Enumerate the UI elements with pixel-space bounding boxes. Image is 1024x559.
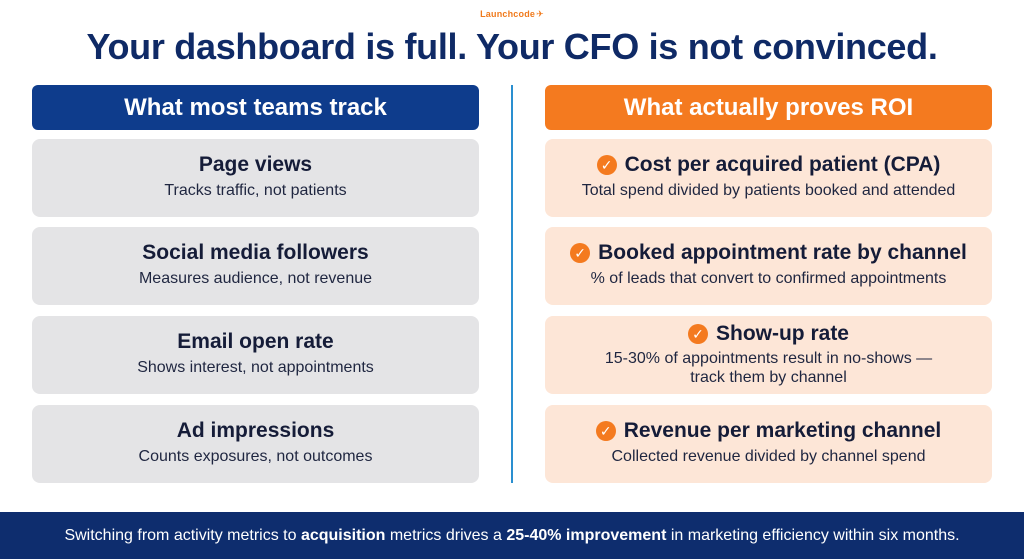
vanity-metric-card-email-open-rate: Email open rate Shows interest, not appo…: [32, 316, 479, 394]
brand-logo: Launchcode✈: [0, 9, 1024, 20]
card-title: Page views: [198, 153, 313, 176]
footer-bold-acquisition: acquisition: [300, 527, 386, 544]
paper-plane-icon: ✈: [536, 9, 544, 19]
check-circle-icon: ✓: [687, 324, 708, 344]
left-column-header: What most teams track: [32, 85, 479, 130]
card-title: Social media followers: [142, 241, 369, 264]
card-title: Ad impressions: [176, 419, 335, 442]
card-title-row: ✓ Show-up rate: [545, 322, 992, 346]
check-circle-icon: ✓: [596, 155, 617, 175]
card-title-row: ✓ Cost per acquired patient (CPA): [545, 153, 992, 177]
card-title-row: ✓ Booked appointment rate by channel: [545, 241, 992, 265]
footer-banner: Switching from activity metrics to acqui…: [0, 512, 1024, 559]
card-subtitle: % of leads that convert to confirmed app…: [590, 270, 947, 287]
roi-metric-card-booked-rate: ✓ Booked appointment rate by channel % o…: [545, 227, 992, 305]
column-divider: [511, 85, 513, 483]
card-title: Booked appointment rate by channel: [598, 241, 967, 264]
card-title: Email open rate: [177, 330, 334, 353]
card-subtitle: Total spend divided by patients booked a…: [581, 182, 956, 199]
footer-text-part1: Switching from activity metrics to: [64, 527, 301, 544]
brand-name: Launchcode: [480, 9, 536, 19]
footer-bold-improvement: 25-40% improvement: [506, 527, 667, 544]
card-subtitle: Measures audience, not revenue: [138, 270, 373, 287]
footer-text-part3: in marketing efficiency within six month…: [666, 527, 960, 544]
card-title: Cost per acquired patient (CPA): [624, 153, 941, 176]
page-title: Your dashboard is full. Your CFO is not …: [86, 26, 938, 67]
check-circle-icon: ✓: [595, 421, 616, 441]
roi-metric-card-revenue-per-channel: ✓ Revenue per marketing channel Collecte…: [545, 405, 992, 483]
vanity-metric-card-social-followers: Social media followers Measures audience…: [32, 227, 479, 305]
card-title: Revenue per marketing channel: [623, 419, 942, 442]
card-subtitle: Collected revenue divided by channel spe…: [611, 448, 926, 465]
card-title-row: ✓ Revenue per marketing channel: [545, 419, 992, 443]
check-circle-icon: ✓: [570, 243, 591, 263]
roi-metric-card-cpa: ✓ Cost per acquired patient (CPA) Total …: [545, 139, 992, 217]
card-subtitle: Counts exposures, not outcomes: [138, 448, 373, 465]
right-column-header: What actually proves ROI: [545, 85, 992, 130]
card-subtitle: Shows interest, not appointments: [137, 359, 374, 376]
card-title: Show-up rate: [715, 322, 849, 345]
vanity-metric-card-page-views: Page views Tracks traffic, not patients: [32, 139, 479, 217]
footer-text-part2: metrics drives a: [385, 527, 507, 544]
roi-metric-card-show-up-rate: ✓ Show-up rate 15-30% of appointments re…: [545, 316, 992, 394]
card-subtitle-line2: track them by channel: [690, 369, 847, 386]
vanity-metric-card-ad-impressions: Ad impressions Counts exposures, not out…: [32, 405, 479, 483]
card-subtitle: Tracks traffic, not patients: [164, 182, 347, 199]
card-subtitle: 15-30% of appointments result in no-show…: [604, 350, 933, 367]
